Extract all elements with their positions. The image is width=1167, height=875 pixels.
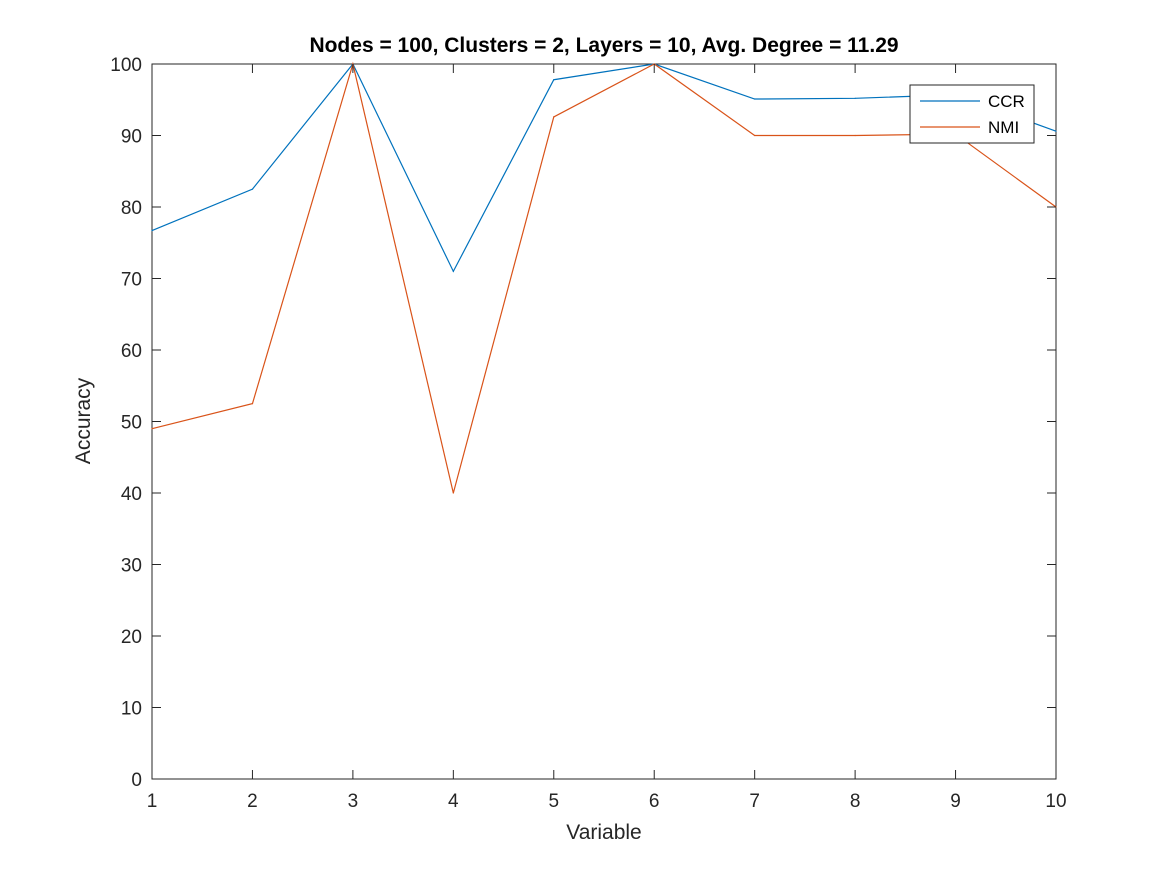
x-tick-label: 6	[649, 791, 660, 812]
x-tick-label: 2	[247, 791, 258, 812]
x-tick-label: 7	[749, 791, 760, 812]
x-tick-label: 8	[850, 791, 861, 812]
data-point-nmi	[553, 116, 555, 118]
data-point-ccr	[452, 270, 454, 272]
y-tick-label: 20	[121, 627, 142, 648]
y-tick-label: 80	[121, 198, 142, 219]
y-tick-label: 50	[121, 413, 142, 434]
data-point-nmi	[754, 134, 756, 137]
plot-area	[151, 63, 1057, 780]
data-point-ccr	[553, 79, 555, 81]
y-tick-label: 0	[131, 770, 142, 791]
x-tick-label: 4	[448, 791, 459, 812]
legend-label-nmi: NMI	[988, 118, 1019, 137]
series-line-ccr	[151, 62, 1057, 273]
y-tick-label: 40	[121, 484, 142, 505]
data-point-ccr	[1055, 130, 1057, 132]
legend-box	[909, 84, 1035, 144]
x-tick-label: 5	[548, 791, 559, 812]
y-tick-label: 90	[121, 127, 142, 148]
data-point-ccr	[754, 98, 756, 100]
y-tick-label: 70	[121, 270, 142, 291]
chart-title: Nodes = 100, Clusters = 2, Layers = 10, …	[309, 34, 898, 57]
y-tick-label: 100	[110, 55, 142, 76]
x-tick-label: 1	[147, 791, 158, 812]
data-point-nmi	[452, 492, 454, 494]
legend-label-ccr: CCR	[988, 92, 1025, 111]
data-point-nmi	[854, 134, 856, 137]
y-tick-label: 30	[121, 556, 142, 577]
data-point-nmi	[251, 403, 254, 405]
y-axis-label: Accuracy	[72, 377, 95, 464]
y-tick-label: 60	[121, 341, 142, 362]
x-axis-label: Variable	[566, 821, 642, 844]
data-point-ccr	[251, 188, 254, 190]
legend: CCR NMI	[909, 84, 1035, 144]
data-point-nmi	[151, 428, 153, 430]
y-tick-label: 10	[121, 699, 142, 720]
x-tick-label: 3	[348, 791, 359, 812]
x-tick-label: 9	[950, 791, 961, 812]
data-point-ccr	[151, 229, 153, 232]
x-tick-label: 10	[1045, 791, 1066, 812]
data-point-ccr	[854, 97, 856, 99]
series-line-nmi	[151, 61, 1057, 494]
